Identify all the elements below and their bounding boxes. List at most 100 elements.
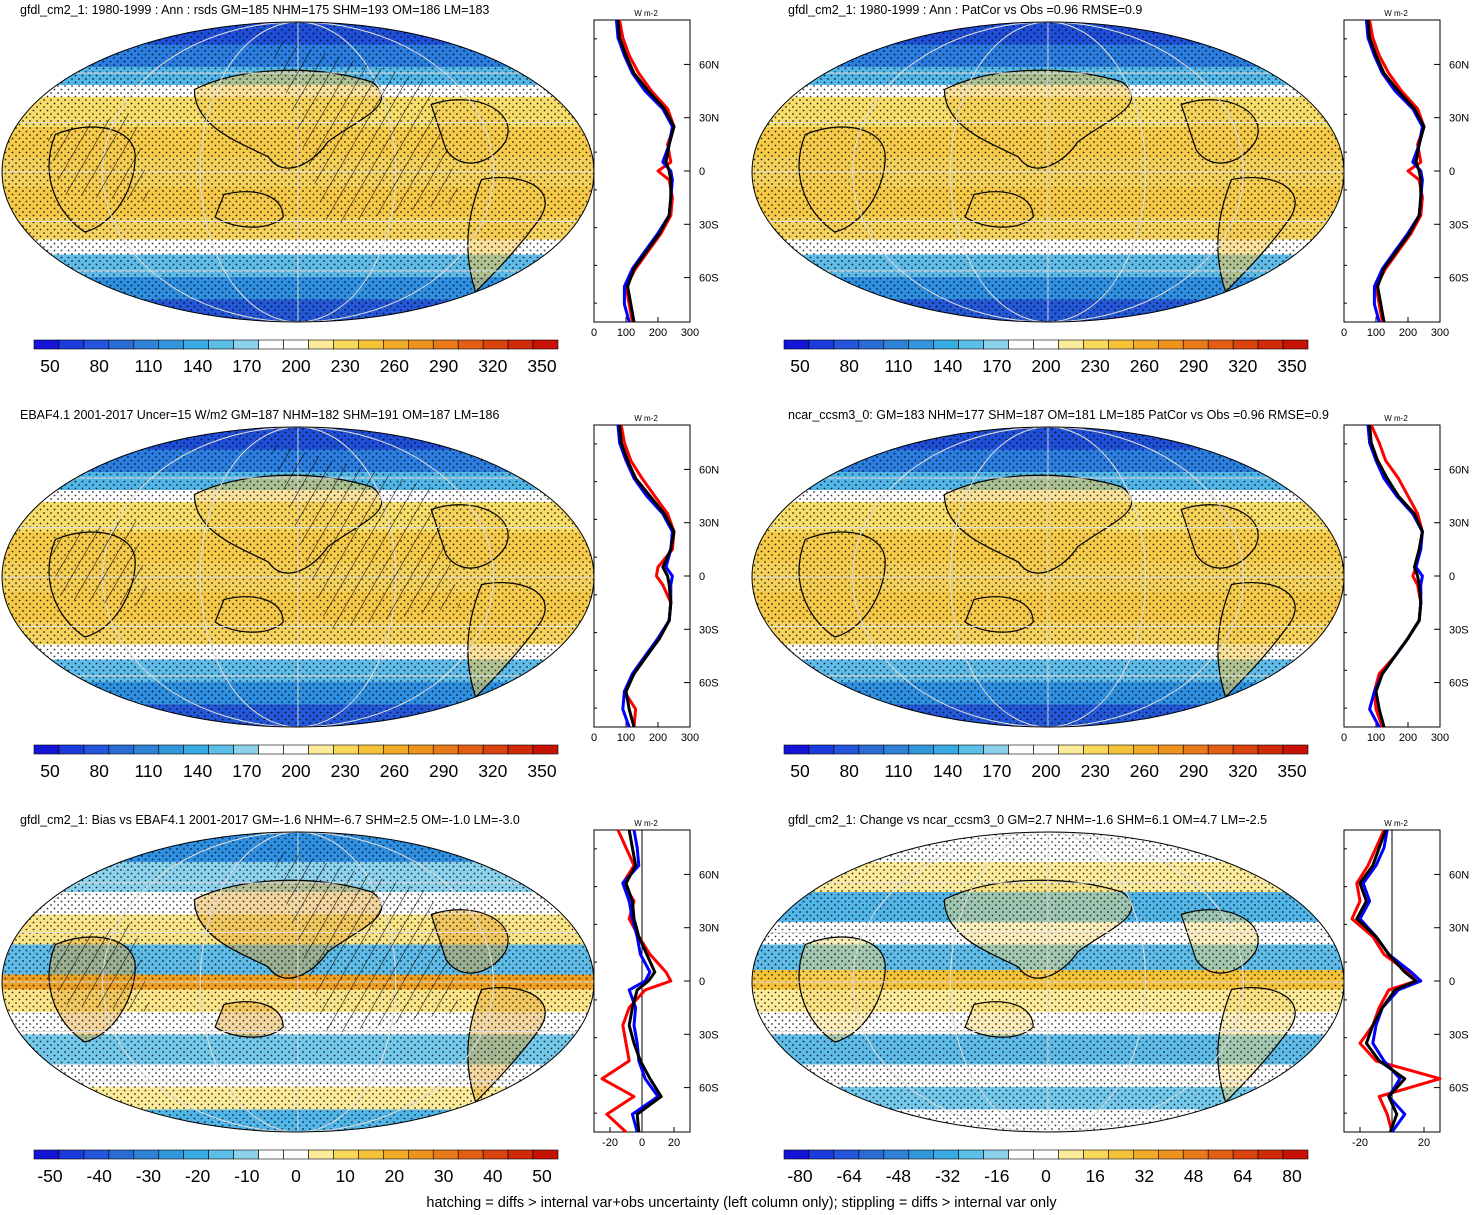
x-tick-label: 300 — [1431, 732, 1449, 744]
colorbar-cell — [833, 339, 860, 350]
colorbar-cell — [1282, 744, 1309, 755]
profile-unit: W m-2 — [634, 9, 658, 18]
colorbar-cell — [1157, 744, 1184, 755]
profile-line-black — [1366, 19, 1426, 323]
x-tick-label: 0 — [1341, 732, 1347, 744]
colorbar-tick-label: 320 — [478, 356, 507, 376]
colorbar-cell — [133, 744, 160, 755]
colorbar-cell — [1157, 339, 1184, 350]
colorbar-cell — [58, 1149, 85, 1160]
x-tick-label: 20 — [1418, 1137, 1430, 1149]
colorbar-cell — [532, 1149, 559, 1160]
y-tick-label: 30S — [699, 219, 719, 231]
colorbar-cell — [407, 1149, 434, 1160]
colorbar-cell — [83, 1149, 110, 1160]
colorbar-tick-label: -40 — [87, 1166, 113, 1186]
map-field — [752, 427, 1344, 727]
x-tick-label: 100 — [617, 327, 635, 339]
colorbar-cell — [983, 339, 1009, 350]
colorbar-tick-label: 350 — [527, 761, 556, 781]
colorbar-tick-label: 16 — [1085, 1166, 1104, 1186]
colorbar-tick-label: 290 — [1179, 761, 1208, 781]
colorbar-cell — [783, 744, 810, 755]
colorbar-cell — [1133, 1149, 1159, 1160]
colorbar-cell — [333, 339, 359, 350]
colorbar-cell — [383, 339, 409, 350]
colorbar-cell — [258, 1149, 284, 1160]
profile-line-blue — [621, 829, 660, 1133]
y-tick-label: 30N — [1449, 518, 1469, 530]
colorbar-tick-label: 140 — [183, 761, 212, 781]
colorbar-cell — [1207, 339, 1234, 350]
profile-unit: W m-2 — [1384, 414, 1408, 423]
colorbar-cell — [283, 339, 309, 350]
colorbar-tick-label: 64 — [1233, 1166, 1253, 1186]
y-tick-label: 60N — [1449, 464, 1469, 476]
colorbar-cell — [1232, 1149, 1259, 1160]
colorbar-tick-label: 0 — [1041, 1166, 1051, 1186]
colorbar-cell — [1157, 1149, 1184, 1160]
colorbar-cell — [432, 1149, 459, 1160]
colorbar-cell — [1108, 744, 1134, 755]
colorbar-tick-label: 110 — [134, 761, 162, 781]
colorbar-tick-label: 230 — [1081, 356, 1110, 376]
colorbar-cell — [33, 744, 60, 755]
x-tick-label: 100 — [1367, 732, 1385, 744]
profile-line-black — [618, 424, 676, 728]
y-tick-label: 60S — [1449, 1083, 1469, 1095]
colorbar-cell — [983, 744, 1009, 755]
colorbar-cell — [383, 1149, 409, 1160]
y-tick-label: 30N — [699, 113, 719, 125]
colorbar-cell — [258, 744, 284, 755]
profile-line-black — [1368, 424, 1424, 728]
colorbar-cell — [457, 1149, 484, 1160]
colorbar-cell — [783, 339, 810, 350]
y-tick-label: 30N — [699, 518, 719, 530]
colorbar-tick-label: 230 — [331, 356, 360, 376]
colorbar: -80 -64 -48 -32 -16 0 16 32 48 64 80 — [783, 1149, 1309, 1186]
x-tick-label: 200 — [649, 327, 667, 339]
colorbar-cell — [283, 744, 309, 755]
colorbar-tick-label: 200 — [1031, 356, 1060, 376]
colorbar-tick-label: 30 — [434, 1166, 454, 1186]
x-tick-label: 100 — [1367, 327, 1385, 339]
colorbar-cell — [258, 339, 284, 350]
colorbar-cell — [108, 339, 135, 350]
colorbar-cell — [1008, 339, 1034, 350]
colorbar-tick-label: 320 — [478, 761, 507, 781]
zonal-profile: W m-2 -20 20 60N 30N 0 30S 60S — [1343, 819, 1469, 1149]
colorbar-cell — [1182, 1149, 1209, 1160]
y-tick-label: 30S — [699, 624, 719, 636]
panel-title: gfdl_cm2_1: Change vs ncar_ccsm3_0 GM=2.… — [788, 813, 1267, 827]
y-tick-label: 0 — [699, 571, 705, 583]
colorbar-cell — [532, 744, 559, 755]
colorbar-cell — [958, 339, 984, 350]
colorbar-cell — [808, 1149, 835, 1160]
colorbar-tick-label: 290 — [429, 761, 458, 781]
colorbar-cell — [1083, 1149, 1109, 1160]
colorbar-cell — [1207, 1149, 1234, 1160]
colorbar: 50 80 110 140 170 200 230 260 290 320 350 — [783, 339, 1309, 376]
colorbar-cell — [1257, 339, 1284, 350]
colorbar-cell — [1083, 744, 1109, 755]
colorbar-cell — [308, 339, 334, 350]
y-tick-label: 0 — [1449, 571, 1455, 583]
y-tick-label: 60S — [699, 273, 719, 285]
colorbar-cell — [1008, 1149, 1034, 1160]
colorbar-tick-label: 200 — [281, 356, 310, 376]
colorbar-tick-label: 140 — [183, 356, 212, 376]
colorbar-tick-label: 170 — [982, 356, 1011, 376]
colorbar-tick-label: 230 — [1081, 761, 1110, 781]
colorbar-tick-label: 170 — [232, 761, 261, 781]
x-tick-label: 300 — [681, 327, 699, 339]
graticule — [752, 22, 1344, 322]
colorbar-tick-label: 50 — [532, 1166, 552, 1186]
graticule — [752, 832, 1344, 1132]
panel-title: gfdl_cm2_1: 1980-1999 : Ann : PatCor vs … — [788, 3, 1142, 17]
y-tick-label: 60N — [699, 59, 719, 71]
colorbar-tick-label: 50 — [40, 761, 60, 781]
map-field — [752, 22, 1344, 322]
panel-3: EBAF4.1 2001-2017 Uncer=15 W/m2 GM=187 N… — [1, 408, 719, 781]
colorbar-cell — [783, 1149, 810, 1160]
panel-title: gfdl_cm2_1: 1980-1999 : Ann : rsds GM=18… — [20, 3, 489, 17]
